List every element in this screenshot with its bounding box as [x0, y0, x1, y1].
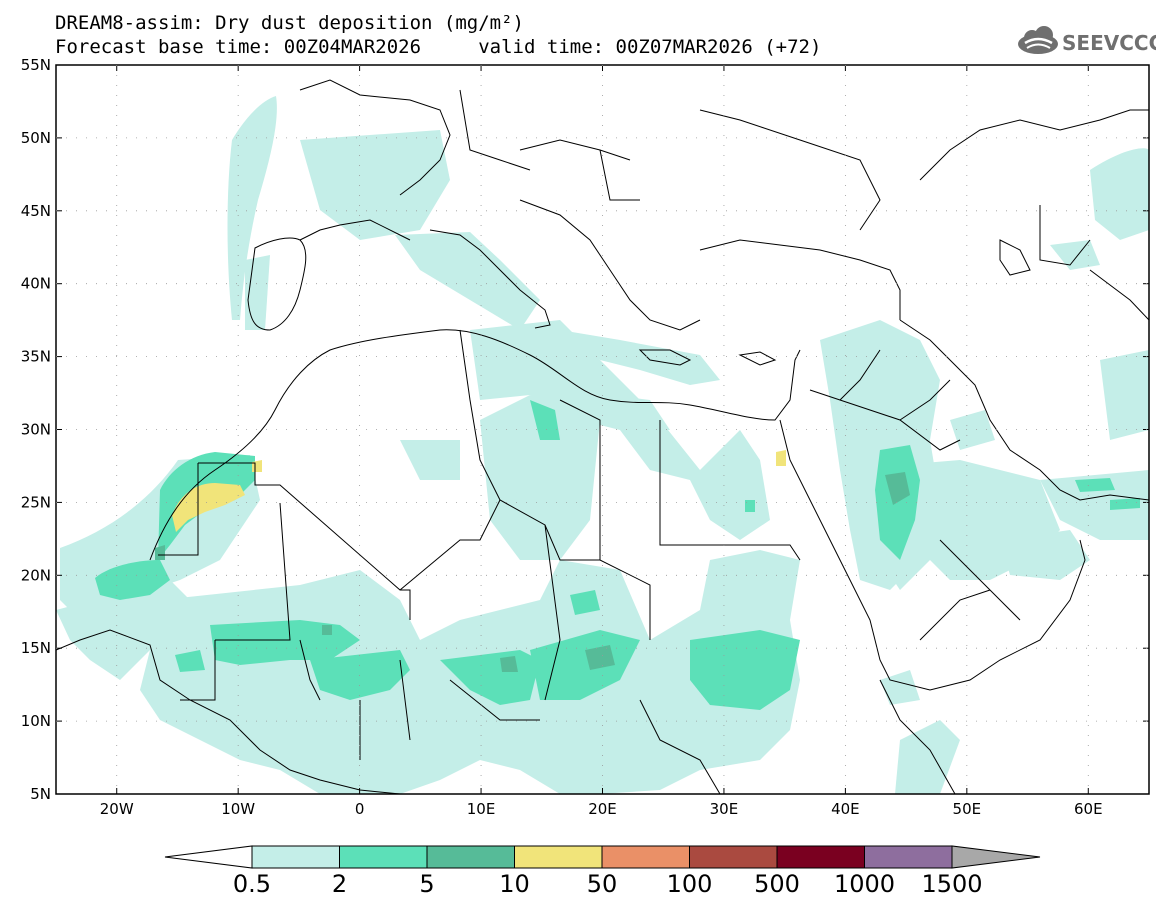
- colorbar-box: [514, 845, 603, 869]
- map-title: DREAM8-assim: Dry dust deposition (mg/m²…: [55, 12, 524, 34]
- colorbar-box: [689, 845, 778, 869]
- colorbar-box: [864, 845, 953, 869]
- colorbar-box: [426, 845, 515, 869]
- lon-tick-label: 20E: [588, 800, 617, 818]
- cloud-icon: [1018, 26, 1058, 54]
- lat-tick-label: 40N: [21, 275, 51, 293]
- colorbar-tick-label: 50: [587, 870, 618, 898]
- colorbar-tick-label: 2: [332, 870, 347, 898]
- lat-tick-label: 35N: [21, 348, 51, 366]
- lon-tick-label: 60E: [1074, 800, 1103, 818]
- lon-tick-label: 50E: [953, 800, 982, 818]
- lon-tick-label: 30E: [710, 800, 739, 818]
- colorbar-box: [339, 845, 428, 869]
- colorbar-box: [776, 845, 865, 869]
- lat-tick-label: 25N: [21, 493, 51, 511]
- seevccc-logo: SEEVCCC: [1018, 26, 1156, 55]
- logo-text: SEEVCCC: [1062, 31, 1156, 55]
- lat-tick-label: 20N: [21, 566, 51, 584]
- lat-tick-label: 15N: [21, 639, 51, 657]
- lat-tick-label: 10N: [21, 712, 51, 730]
- colorbar-tick-label: 10: [499, 870, 530, 898]
- lat-tick-label: 50N: [21, 129, 51, 147]
- colorbar-tick-label: 1500: [921, 870, 982, 898]
- lon-tick-label: 10E: [467, 800, 496, 818]
- lon-tick-label: 0: [355, 800, 365, 818]
- deposition-shading: [56, 96, 1149, 794]
- map-subtitle-times: Forecast base time: 00Z04MAR2026 valid t…: [55, 36, 822, 58]
- lat-tick-label: 45N: [21, 202, 51, 220]
- colorbar-tick-label: 1000: [834, 870, 895, 898]
- colorbar-under-triangle: [164, 845, 253, 869]
- latitude-axis: 55N 50N 45N 40N 35N 30N 25N 20N 15N 10N 5N: [21, 56, 1149, 803]
- lat-tick-label: 5N: [30, 785, 51, 803]
- colorbar-tick-label: 500: [754, 870, 800, 898]
- lon-tick-label: 10W: [221, 800, 255, 818]
- colorbar-tick-label: 100: [667, 870, 713, 898]
- colorbar-over-triangle: [951, 845, 1041, 869]
- lon-tick-label: 20W: [100, 800, 134, 818]
- colorbar-tick-label: 0.5: [233, 870, 271, 898]
- lat-tick-label: 55N: [21, 56, 51, 74]
- colorbar-labels: 0.5 2 5 10 50 100 500 1000 1500: [233, 870, 983, 898]
- lat-tick-label: 30N: [21, 421, 51, 439]
- colorbar: 0.5 2 5 10 50 100 500 1000 1500: [164, 845, 1041, 898]
- longitude-axis: 20W 10W 0 10E 20E 30E 40E 50E 60E: [100, 65, 1103, 818]
- colorbar-box: [601, 845, 690, 869]
- lon-tick-label: 40E: [831, 800, 860, 818]
- colorbar-boxes: [164, 845, 1041, 869]
- colorbar-tick-label: 5: [419, 870, 434, 898]
- country-borders: [56, 79, 1149, 794]
- colorbar-box: [251, 845, 340, 869]
